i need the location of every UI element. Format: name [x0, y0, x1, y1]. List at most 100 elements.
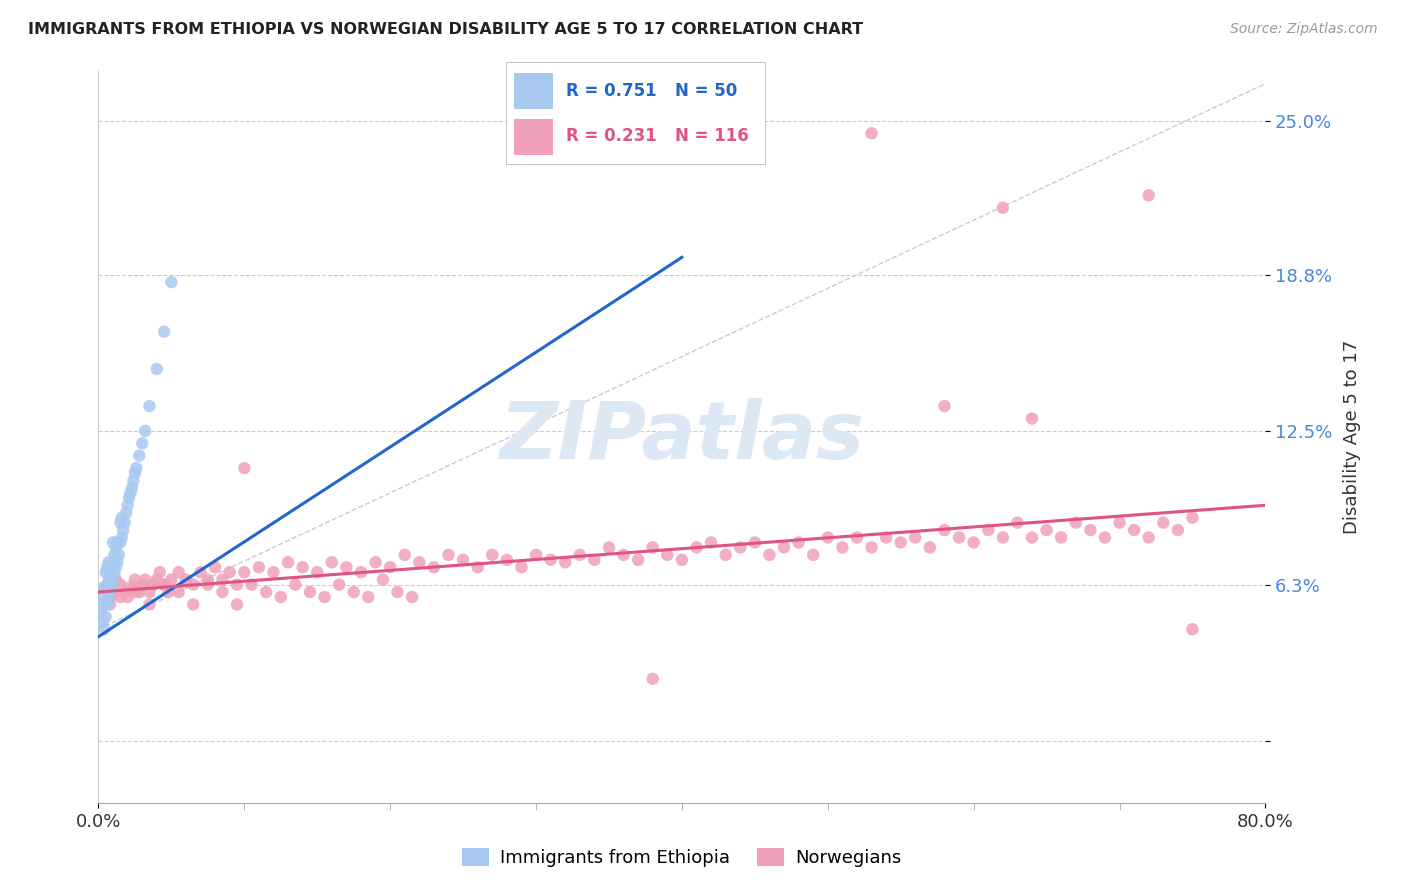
Point: [131, 577, 153, 591]
Point: [977, 523, 1000, 537]
Point: [121, 481, 143, 495]
Point: [846, 531, 869, 545]
Point: [1021, 411, 1043, 425]
Point: [94, 610, 117, 624]
Point: [218, 565, 240, 579]
Point: [160, 275, 183, 289]
Point: [124, 466, 146, 480]
Point: [335, 560, 357, 574]
Point: [131, 436, 153, 450]
Point: [100, 580, 122, 594]
Point: [101, 535, 124, 549]
Point: [262, 565, 284, 579]
Point: [934, 399, 956, 413]
Point: [93, 580, 115, 594]
Point: [93, 622, 115, 636]
Point: [350, 565, 373, 579]
Point: [1137, 531, 1160, 545]
Point: [291, 560, 314, 574]
Point: [831, 541, 853, 555]
Point: [380, 560, 402, 574]
Point: [104, 573, 127, 587]
Point: [343, 585, 366, 599]
Point: [298, 585, 321, 599]
Text: R = 0.751: R = 0.751: [567, 82, 657, 100]
Point: [98, 598, 121, 612]
Point: [197, 573, 219, 587]
Text: R = 0.231: R = 0.231: [567, 128, 657, 145]
Point: [875, 531, 897, 545]
Point: [387, 585, 409, 599]
Point: [98, 565, 121, 579]
Point: [117, 498, 139, 512]
Point: [328, 577, 350, 591]
Point: [758, 548, 780, 562]
Point: [1137, 188, 1160, 202]
Point: [467, 560, 489, 574]
Point: [118, 491, 141, 505]
Point: [314, 590, 336, 604]
FancyBboxPatch shape: [515, 73, 553, 109]
Point: [103, 565, 125, 579]
Point: [321, 555, 343, 569]
Point: [105, 555, 128, 569]
Point: [408, 555, 430, 569]
Point: [481, 548, 503, 562]
Point: [744, 535, 766, 549]
Point: [598, 541, 620, 555]
Point: [394, 548, 416, 562]
Point: [104, 560, 127, 574]
Point: [437, 548, 460, 562]
Point: [134, 424, 156, 438]
Point: [101, 555, 124, 569]
Point: [160, 573, 183, 587]
Point: [167, 585, 190, 599]
Point: [254, 585, 277, 599]
Point: [110, 535, 132, 549]
Point: [1080, 523, 1102, 537]
Text: N = 50: N = 50: [675, 82, 738, 100]
Point: [96, 598, 118, 612]
Point: [157, 585, 180, 599]
Point: [364, 555, 387, 569]
Point: [146, 573, 169, 587]
Point: [211, 585, 233, 599]
Point: [371, 573, 394, 587]
Point: [94, 585, 117, 599]
Point: [97, 573, 120, 587]
Point: [817, 531, 839, 545]
Point: [962, 535, 984, 549]
Point: [657, 548, 679, 562]
Point: [98, 590, 121, 604]
Point: [181, 577, 204, 591]
Point: [510, 560, 533, 574]
Point: [627, 553, 650, 567]
Point: [496, 553, 519, 567]
Point: [554, 555, 576, 569]
Point: [277, 555, 299, 569]
Point: [101, 573, 124, 587]
Point: [98, 585, 121, 599]
Text: IMMIGRANTS FROM ETHIOPIA VS NORWEGIAN DISABILITY AGE 5 TO 17 CORRELATION CHART: IMMIGRANTS FROM ETHIOPIA VS NORWEGIAN DI…: [28, 22, 863, 37]
Point: [226, 598, 249, 612]
Point: [991, 201, 1014, 215]
Point: [120, 580, 142, 594]
Point: [540, 553, 562, 567]
Point: [773, 541, 796, 555]
Point: [108, 548, 131, 562]
Point: [890, 535, 912, 549]
Point: [612, 548, 634, 562]
Point: [423, 560, 446, 574]
Point: [94, 580, 117, 594]
Point: [204, 560, 226, 574]
Point: [1108, 516, 1130, 530]
Point: [125, 461, 148, 475]
Point: [948, 531, 970, 545]
Point: [801, 548, 824, 562]
Point: [146, 362, 169, 376]
Point: [124, 573, 146, 587]
Point: [270, 590, 292, 604]
Point: [568, 548, 591, 562]
Point: [91, 590, 114, 604]
Point: [233, 565, 256, 579]
